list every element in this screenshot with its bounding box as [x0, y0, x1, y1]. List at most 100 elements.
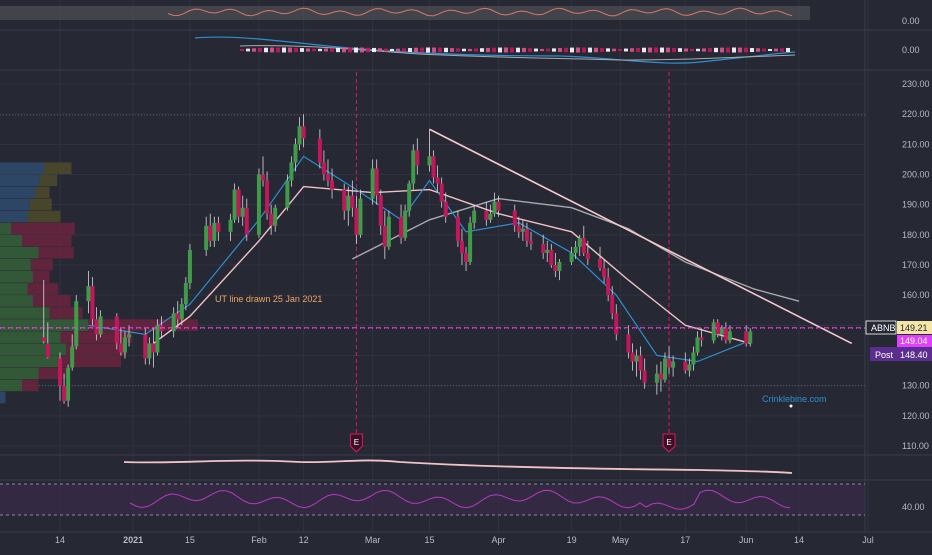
y-tick-label: 170.00 — [902, 260, 930, 270]
price-labels: ABNB 149.21 149.04 Post 148.40 — [865, 320, 932, 361]
candle-body — [557, 261, 562, 272]
candle-body — [496, 201, 501, 211]
macd-histogram-bar — [654, 47, 658, 53]
volume-profile-bar — [88, 319, 198, 331]
candle-body — [70, 346, 75, 368]
candle-body — [273, 207, 278, 226]
macd-histogram-bar — [732, 47, 736, 53]
volume-profile-bar — [0, 355, 61, 368]
candle-body — [748, 331, 753, 344]
candle-body — [411, 150, 416, 184]
candle-body — [472, 210, 477, 223]
volume-profile-bar — [0, 258, 31, 271]
volume-profile-bar — [0, 367, 39, 380]
macd-histogram-bar — [336, 47, 340, 53]
candle-body — [269, 213, 274, 226]
volume-profile-bar — [0, 331, 61, 343]
candle-body — [285, 180, 290, 208]
candle-body — [667, 358, 672, 368]
candle-body — [58, 358, 62, 386]
post-price-text: 148.40 — [900, 350, 928, 360]
volume-profile-bar — [0, 186, 36, 199]
macd-histogram-bar — [402, 48, 406, 52]
macd-histogram-bar — [762, 48, 766, 52]
symbol-tag-text: ABNB — [871, 323, 896, 333]
candle-body — [516, 225, 521, 232]
volume-profile-bar — [22, 234, 72, 247]
candle-body — [407, 183, 412, 211]
volume-profile-bar — [60, 355, 121, 368]
candle-body — [232, 189, 237, 220]
candle-body — [715, 322, 720, 335]
volume-profile-bar — [0, 174, 40, 187]
oscillator-band — [0, 6, 810, 20]
candle-body — [427, 156, 432, 166]
macd-histogram-bar — [702, 48, 706, 52]
candle-body — [577, 237, 582, 247]
secondary-price-text: 149.04 — [900, 336, 928, 346]
candle-body — [86, 286, 91, 302]
candle-body — [569, 252, 574, 262]
candle-body — [545, 249, 550, 253]
candle-body — [358, 198, 363, 235]
candle-body — [147, 343, 152, 359]
macd-histogram-bar — [624, 48, 628, 52]
macd-histogram-bar — [594, 47, 598, 53]
x-tick-label: 2021 — [123, 535, 143, 545]
y-tick-label: 160.00 — [902, 290, 930, 300]
volume-profile-bar — [0, 210, 28, 223]
macd-histogram-bar — [462, 48, 466, 52]
x-tick-label: 15 — [185, 535, 195, 545]
candle-body — [484, 210, 489, 220]
macd-histogram-bar — [540, 48, 544, 52]
macd-histogram-bar — [474, 48, 478, 52]
candle-body — [378, 195, 383, 226]
candle-body — [179, 304, 184, 320]
x-tick-label: Mar — [365, 535, 381, 545]
macd-histogram-bar — [324, 48, 328, 52]
volume-ma-line — [123, 459, 793, 474]
y-tick-label: 230.00 — [902, 79, 930, 89]
macd-histogram-bar — [480, 48, 484, 52]
volume-profile-bar — [35, 186, 50, 199]
macd-histogram-bar — [252, 48, 256, 52]
macd-histogram-bar — [726, 47, 730, 53]
candle-body — [727, 331, 732, 341]
candle-body — [256, 174, 261, 235]
candle-body — [374, 168, 379, 196]
macd-histogram-bar — [498, 47, 502, 53]
macd-histogram-bar — [306, 48, 310, 52]
candle-body — [321, 162, 326, 175]
y-tick-label: 210.00 — [902, 139, 930, 149]
x-tick-label: 12 — [299, 535, 309, 545]
candle-body — [90, 286, 95, 320]
candle-body — [204, 225, 209, 250]
volume-profile-bar — [38, 246, 74, 259]
macd-histogram-bar — [366, 47, 370, 53]
volume-profile-bar — [11, 222, 75, 235]
candle-body — [261, 174, 266, 181]
macd-histogram-bar — [516, 47, 520, 53]
volume-profile-bar — [44, 162, 72, 174]
macd-histogram-bar — [294, 47, 298, 53]
x-tick-label: Apr — [492, 535, 506, 545]
trendline-layer[interactable] — [429, 128, 853, 345]
candle-body — [630, 352, 635, 362]
candle-body — [464, 252, 469, 262]
x-tick-label: Jul — [862, 535, 874, 545]
macd-histogram-bar — [714, 47, 718, 53]
earnings-marker-label: E — [354, 438, 359, 447]
candle-body — [122, 337, 127, 353]
x-tick-label: 14 — [794, 535, 804, 545]
macd-histogram-bar — [564, 47, 568, 53]
candle-body — [431, 156, 436, 178]
candle-body — [455, 216, 460, 241]
ma-long-line — [351, 197, 800, 302]
candle-body — [216, 222, 221, 232]
candle-body — [370, 168, 375, 199]
x-axis: 14 2021 15 Feb 12 Mar 15 Apr 19 May 17 Jun 14 Jul — [55, 535, 874, 545]
candle-body — [45, 343, 50, 358]
macd-histogram-bar — [432, 47, 436, 53]
macd-signal — [239, 45, 796, 61]
